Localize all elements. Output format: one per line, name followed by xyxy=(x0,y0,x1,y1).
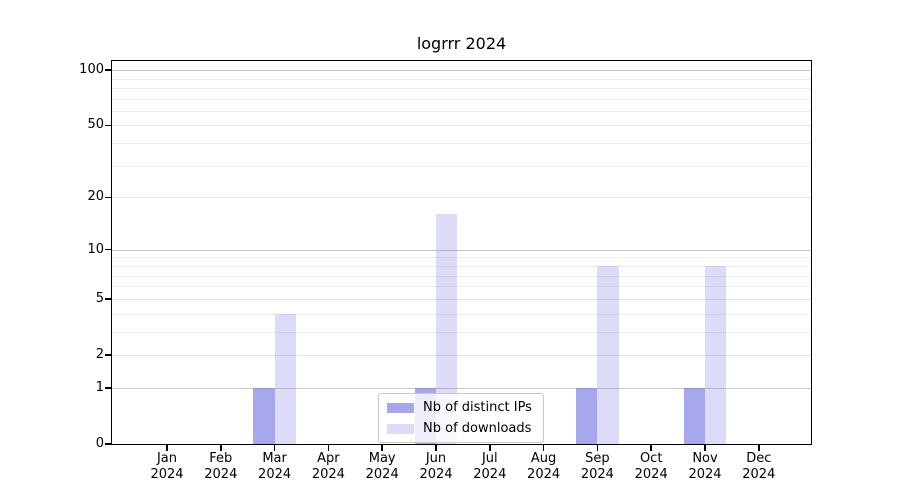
x-tick-label: Jul 2024 xyxy=(473,451,507,482)
bar-distinct-ips-sep xyxy=(576,387,598,444)
gridline-minor xyxy=(112,313,811,315)
legend-label-distinct-ips: Nb of distinct IPs xyxy=(423,400,532,415)
x-axis-tick xyxy=(273,444,276,451)
y-tick-label: 20 xyxy=(87,189,104,205)
x-tick-label: Nov 2024 xyxy=(688,451,722,482)
gridline-minor xyxy=(112,165,811,167)
y-tick-label: 2 xyxy=(95,346,104,362)
y-axis-tick xyxy=(104,124,111,127)
x-axis-tick xyxy=(650,444,652,451)
gridline-major xyxy=(112,249,811,251)
x-tick-label: Jan 2024 xyxy=(150,451,184,482)
x-tick-label: Mar 2024 xyxy=(258,451,292,482)
gridline-minor xyxy=(112,275,811,277)
x-axis-tick xyxy=(758,444,760,451)
gridline-minor xyxy=(112,143,811,145)
x-tick-label: Aug 2024 xyxy=(527,451,561,482)
y-tick-label: 5 xyxy=(95,290,104,306)
gridline-major xyxy=(112,354,811,356)
x-tick-label: Sep 2024 xyxy=(580,451,614,482)
y-tick-label: 1 xyxy=(95,379,104,395)
legend-label-downloads: Nb of downloads xyxy=(423,421,532,436)
x-tick-label: Dec 2024 xyxy=(742,451,776,482)
x-axis-tick xyxy=(220,444,222,451)
x-axis-tick xyxy=(704,444,706,451)
gridline-minor xyxy=(112,87,811,89)
y-axis-tick xyxy=(104,196,111,199)
y-axis-tick xyxy=(104,298,111,300)
gridline-major xyxy=(112,125,811,127)
bar-distinct-ips-mar xyxy=(253,387,275,444)
bar-downloads-sep xyxy=(597,265,619,444)
bar-downloads-mar xyxy=(274,313,296,444)
bar-downloads-nov xyxy=(705,265,727,444)
x-axis-tick xyxy=(381,444,383,451)
y-axis-tick xyxy=(104,443,111,445)
gridline-minor xyxy=(112,110,811,112)
y-tick-label: 10 xyxy=(87,241,104,257)
y-axis-tick xyxy=(104,248,111,251)
legend-item-downloads: Nb of downloads xyxy=(387,420,535,438)
y-axis-tick xyxy=(104,69,111,71)
x-axis-tick xyxy=(327,444,330,451)
gridline-minor xyxy=(112,98,811,100)
x-axis-tick xyxy=(542,444,545,451)
legend-item-distinct-ips: Nb of distinct IPs xyxy=(387,399,535,417)
y-axis-tick xyxy=(104,387,111,389)
gridline-major xyxy=(112,70,811,72)
legend-swatch-distinct-ips xyxy=(387,402,414,413)
gridline-minor xyxy=(112,286,811,288)
bar-downloads-jun xyxy=(436,214,458,444)
chart-title: logrrr 2024 xyxy=(416,34,507,53)
legend-swatch-downloads xyxy=(387,423,414,434)
gridline-minor xyxy=(112,331,811,333)
x-axis-tick xyxy=(596,444,599,451)
gridline-major xyxy=(112,197,811,199)
gridline-major xyxy=(112,298,811,300)
gridline-minor xyxy=(112,257,811,259)
y-tick-label: 0 xyxy=(95,436,104,451)
x-axis-tick xyxy=(489,444,491,451)
y-tick-label: 50 xyxy=(87,117,104,133)
x-tick-label: Jun 2024 xyxy=(419,451,453,482)
x-tick-label: Oct 2024 xyxy=(634,451,668,482)
gridline-minor xyxy=(112,78,811,80)
gridline-major xyxy=(112,387,811,389)
x-axis-tick xyxy=(435,444,437,451)
legend: Nb of distinct IPs Nb of downloads xyxy=(378,393,544,443)
gridline-minor xyxy=(112,265,811,267)
bar-distinct-ips-nov xyxy=(683,387,705,444)
x-tick-label: Feb 2024 xyxy=(204,451,238,482)
y-axis-tick xyxy=(104,354,111,356)
y-tick-label: 100 xyxy=(79,62,104,78)
x-tick-label: Apr 2024 xyxy=(311,451,345,482)
x-axis-tick xyxy=(166,444,168,451)
x-tick-label: May 2024 xyxy=(365,451,399,482)
